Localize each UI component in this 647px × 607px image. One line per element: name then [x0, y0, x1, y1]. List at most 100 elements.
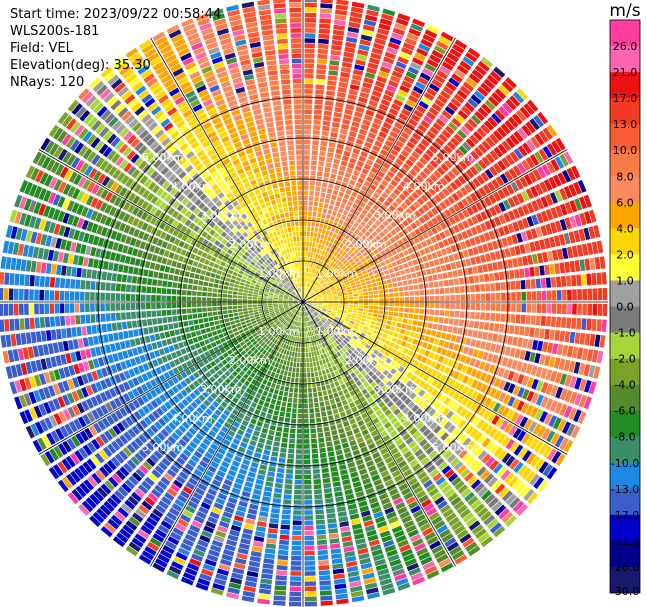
velocity-gate	[320, 244, 325, 250]
velocity-gate	[307, 288, 310, 293]
velocity-gate	[325, 214, 331, 220]
velocity-gate	[400, 202, 408, 210]
velocity-gate	[268, 466, 276, 472]
velocity-gate	[364, 231, 371, 237]
velocity-gate	[339, 243, 345, 249]
velocity-gate	[379, 298, 384, 302]
velocity-gate	[372, 313, 378, 318]
velocity-gate	[304, 7, 317, 13]
velocity-gate	[378, 131, 388, 139]
velocity-gate	[439, 177, 448, 186]
velocity-gate	[306, 332, 309, 337]
velocity-gate	[325, 241, 330, 247]
velocity-gate	[455, 294, 460, 302]
velocity-gate	[313, 288, 318, 292]
velocity-gate	[415, 188, 423, 196]
velocity-gate	[449, 48, 462, 59]
velocity-gate	[278, 549, 289, 556]
velocity-gate	[281, 437, 288, 443]
velocity-gate	[304, 591, 317, 597]
velocity-gate	[308, 247, 312, 252]
velocity-gate	[304, 292, 306, 298]
velocity-gate	[414, 52, 426, 62]
velocity-gate	[292, 367, 296, 373]
velocity-gate	[386, 279, 392, 284]
velocity-gate	[391, 261, 398, 267]
velocity-gate	[368, 227, 375, 234]
velocity-gate	[341, 123, 350, 130]
velocity-gate	[398, 252, 405, 258]
velocity-gate	[509, 95, 521, 107]
velocity-gate	[498, 105, 510, 118]
velocity-gate	[303, 398, 308, 404]
velocity-gate	[289, 591, 302, 597]
velocity-gate	[319, 590, 332, 596]
velocity-gate	[417, 76, 429, 86]
velocity-gate	[305, 282, 307, 288]
velocity-gate	[362, 24, 375, 32]
velocity-gate	[312, 286, 317, 291]
velocity-gate	[382, 162, 391, 170]
velocity-gate	[254, 425, 262, 432]
velocity-gate	[335, 259, 340, 265]
velocity-gate	[515, 314, 521, 324]
velocity-gate	[493, 66, 506, 78]
velocity-gate	[317, 233, 321, 239]
velocity-gate	[327, 236, 332, 242]
velocity-gate	[330, 237, 335, 243]
velocity-gate	[304, 94, 313, 99]
velocity-gate	[371, 47, 383, 55]
velocity-gate	[338, 219, 344, 225]
velocity-gate	[482, 264, 488, 273]
velocity-gate	[190, 331, 197, 338]
velocity-gate	[313, 114, 322, 120]
velocity-gate	[359, 189, 366, 196]
velocity-gate	[385, 274, 391, 280]
velocity-gate	[482, 331, 488, 340]
velocity-gate	[321, 385, 326, 391]
velocity-gate	[370, 196, 377, 203]
velocity-gate	[459, 311, 465, 318]
velocity-gate	[374, 140, 383, 148]
velocity-gate	[394, 302, 399, 307]
velocity-gate	[380, 261, 386, 267]
velocity-gate	[346, 255, 352, 261]
velocity-gate	[384, 339, 391, 346]
velocity-gate	[317, 386, 322, 392]
velocity-gate	[264, 486, 273, 493]
velocity-gate	[311, 268, 314, 273]
velocity-gate	[365, 280, 372, 285]
velocity-gate	[443, 341, 450, 349]
velocity-gate	[314, 494, 323, 500]
velocity-gate	[306, 294, 310, 299]
velocity-gate	[544, 264, 550, 276]
velocity-gate	[287, 453, 295, 459]
velocity-gate	[348, 302, 354, 305]
velocity-gate	[258, 399, 265, 406]
velocity-gate	[215, 324, 221, 330]
velocity-gate	[386, 170, 395, 179]
velocity-gate	[445, 295, 450, 302]
velocity-gate	[328, 242, 333, 248]
velocity-gate	[314, 288, 319, 293]
velocity-gate	[353, 221, 359, 228]
velocity-gate	[561, 289, 567, 301]
velocity-gate	[385, 324, 391, 330]
velocity-gate	[463, 122, 475, 133]
velocity-gate	[371, 122, 381, 130]
velocity-gate	[428, 282, 434, 288]
velocity-gate	[462, 141, 472, 152]
velocity-gate	[356, 194, 364, 201]
velocity-gate	[308, 211, 312, 216]
velocity-gate	[347, 289, 353, 293]
velocity-gate	[312, 279, 316, 285]
velocity-gate	[475, 255, 482, 264]
velocity-gate	[200, 328, 207, 335]
velocity-gate	[372, 269, 379, 275]
velocity-gate	[292, 403, 298, 408]
velocity-gate	[346, 31, 359, 39]
velocity-gate	[335, 588, 348, 595]
velocity-gate	[373, 309, 379, 314]
velocity-gate	[246, 369, 252, 376]
